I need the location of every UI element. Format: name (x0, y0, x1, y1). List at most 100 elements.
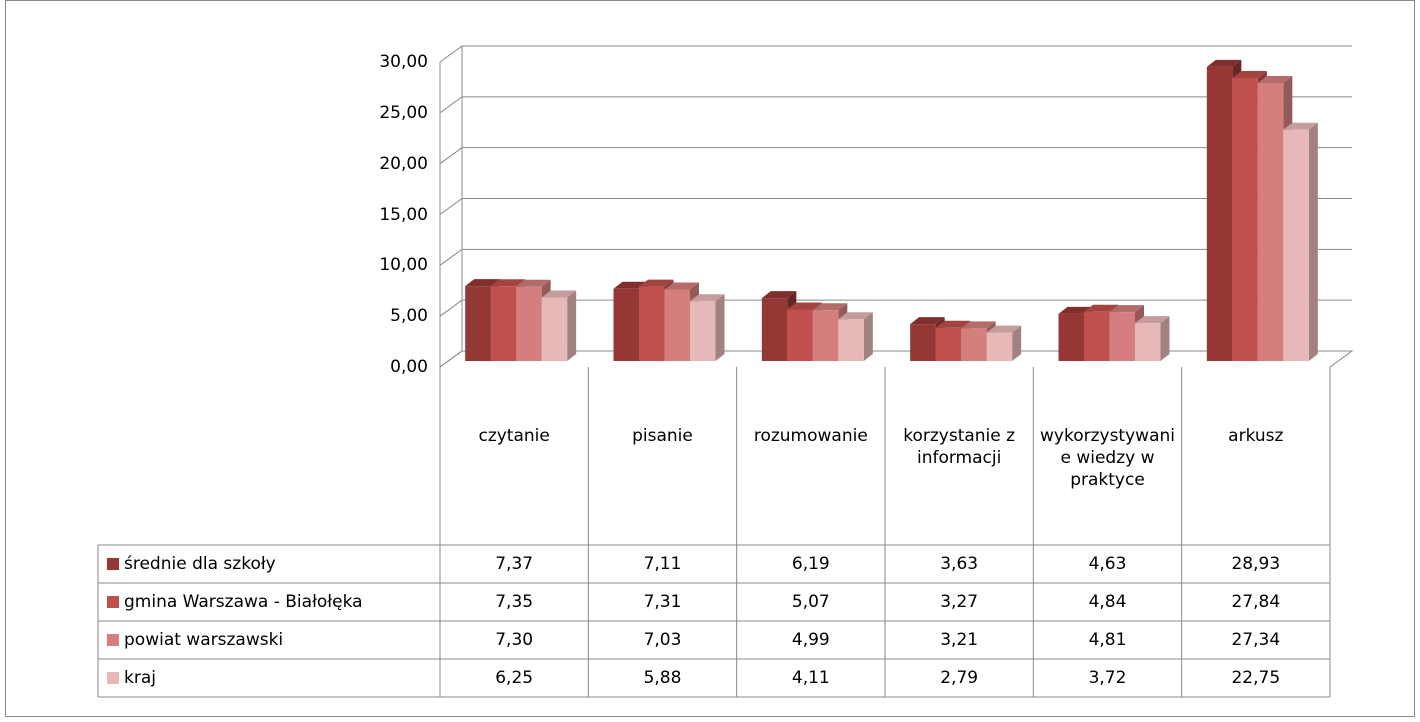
bar-face (961, 321, 996, 329)
table-value: 4,81 (1088, 630, 1127, 650)
bar-face (1135, 316, 1170, 324)
bar-face (490, 279, 526, 287)
bar-face (1058, 313, 1084, 361)
legend-label: kraj (124, 668, 156, 688)
y-tick-label: 10,00 (379, 255, 428, 276)
bar-face (1135, 323, 1161, 361)
x-tick-label: pisanie (632, 426, 693, 446)
bar-face (541, 290, 577, 298)
bar-face (465, 279, 500, 287)
bar-face (1257, 76, 1293, 84)
bar-face (516, 286, 542, 361)
grid-line (439, 299, 1352, 317)
x-tick-label: czytanie (478, 426, 550, 446)
y-tick-label: 0,00 (390, 357, 428, 377)
table-value: 4,84 (1088, 592, 1127, 612)
border (5, 0, 1415, 717)
legend-label: średnie dla szkoły (124, 554, 276, 574)
legend-swatch (107, 672, 119, 684)
table-value: 2,79 (940, 668, 979, 688)
bar-face (986, 332, 1013, 361)
grid-line (439, 248, 1352, 266)
bar-face (935, 327, 962, 361)
table-value: 7,03 (643, 630, 682, 650)
table-value: 5,07 (791, 592, 830, 612)
bar (986, 325, 1022, 361)
bar-face (1257, 83, 1284, 361)
legend-label: gmina Warszawa - Białołęka (124, 592, 363, 612)
table-value: 6,25 (495, 668, 534, 688)
bar-face (910, 317, 945, 325)
y-tick-label: 25,00 (379, 102, 428, 123)
bar-face (986, 325, 1022, 333)
bar-face (664, 282, 699, 290)
bar-face (1160, 316, 1170, 361)
table-value: 4,11 (791, 668, 830, 688)
y-tick-label: 30,00 (379, 52, 428, 72)
bar-face (613, 288, 639, 361)
bar-face (961, 328, 987, 361)
bar-face (639, 279, 674, 287)
table-value: 6,19 (791, 554, 830, 574)
bar-face (1308, 122, 1318, 361)
table-value: 7,37 (495, 554, 534, 574)
table-value: 22,75 (1231, 668, 1281, 688)
bar (690, 294, 725, 361)
bar-face (1084, 311, 1110, 361)
bar-face (639, 286, 665, 361)
bar-face (1109, 305, 1144, 313)
legend-label: powiat warszawski (124, 630, 284, 650)
grid-line (439, 45, 1352, 63)
table-value: 5,88 (643, 668, 682, 688)
table-value: 3,21 (940, 630, 979, 650)
table-value: 28,93 (1231, 554, 1281, 574)
bar-face (863, 312, 873, 361)
bar-face (690, 294, 725, 302)
bar-face (1109, 312, 1135, 361)
bar-face (787, 309, 813, 361)
bar-face (465, 286, 491, 361)
grid-line (439, 198, 1352, 215)
table-value: 7,11 (643, 554, 682, 574)
grid-line (439, 147, 1352, 165)
bar-face (1012, 325, 1022, 361)
bar-face (910, 324, 936, 361)
legend-swatch (107, 634, 119, 646)
bar-face (761, 298, 788, 361)
bar-face (541, 297, 568, 361)
x-tick-label: rozumowanie (753, 426, 868, 446)
x-tick-label: wykorzystywanie wiedzy w praktyce (1040, 426, 1175, 490)
bar-face (1232, 70, 1267, 78)
bar (1135, 316, 1170, 361)
legend-swatch (107, 596, 119, 608)
bar-face (567, 290, 577, 361)
table-value: 7,30 (495, 630, 534, 650)
bar-face (664, 289, 690, 361)
bar-face (1232, 77, 1258, 362)
bar (838, 312, 873, 361)
table-value: 4,63 (1088, 554, 1127, 574)
table-value: 27,84 (1231, 592, 1281, 612)
table-value: 27,34 (1231, 630, 1281, 650)
bar-face (838, 312, 873, 320)
bar-face (812, 303, 848, 311)
bar-face (1283, 122, 1318, 130)
bar-face (761, 291, 797, 299)
table-value: 7,35 (495, 592, 534, 612)
bar-face (1084, 304, 1119, 312)
table-value: 3,27 (940, 592, 979, 612)
grid-line (439, 350, 1352, 368)
bar-face (715, 294, 725, 361)
table-value: 4,99 (791, 630, 830, 650)
bar-face (838, 319, 864, 361)
x-tick-label: arkusz (1228, 426, 1284, 446)
bar-face (490, 286, 517, 361)
x-tick-label: korzystanie z informacji (903, 426, 1016, 468)
bar-face (1206, 66, 1233, 362)
grid-line (439, 96, 1352, 114)
bar-face (1206, 59, 1242, 67)
y-tick-label: 5,00 (390, 306, 428, 327)
bar-face (1283, 129, 1309, 361)
